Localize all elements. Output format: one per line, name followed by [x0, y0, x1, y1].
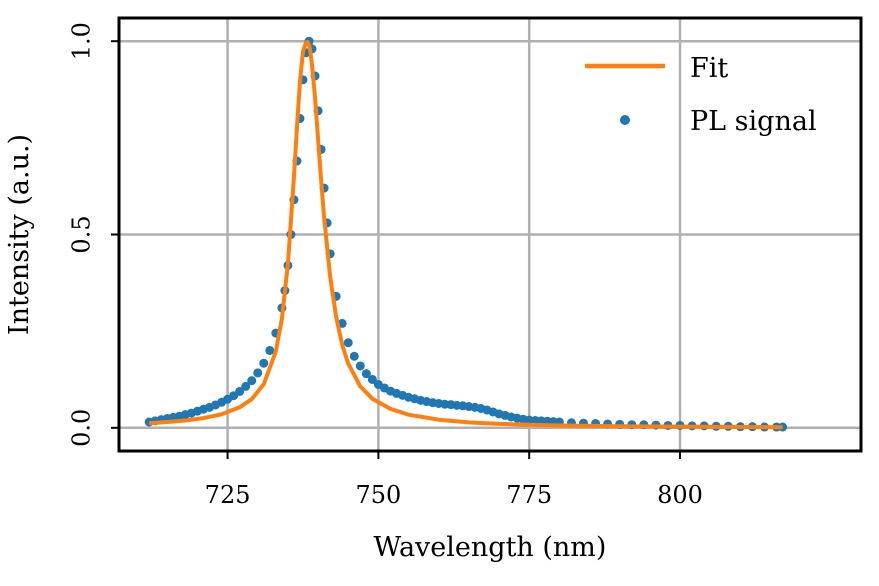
legend-fit-label: Fit — [690, 53, 728, 84]
x-tick-label: 750 — [355, 481, 401, 509]
pl-signal-point — [355, 361, 365, 371]
pl-signal-point — [265, 345, 275, 355]
ticks: 725 750 775 800 0.0 0.5 1.0 — [67, 22, 703, 509]
pl-signal-point — [235, 386, 245, 396]
pl-signal-point — [367, 374, 377, 384]
y-tick-label: 1.0 — [67, 22, 95, 60]
y-tick-label: 0.0 — [67, 409, 95, 447]
legend-pl-signal-marker — [620, 115, 630, 125]
x-axis-label: Wavelength (nm) — [374, 532, 607, 563]
y-axis-label: Intensity (a.u.) — [4, 134, 35, 335]
legend-pl-signal-label: PL signal — [690, 106, 817, 137]
grid — [119, 18, 861, 451]
pl-signal-point — [253, 368, 263, 378]
pl-signal-point — [259, 358, 269, 368]
x-tick-label: 775 — [506, 481, 552, 509]
pl-signal-point — [343, 338, 353, 348]
y-tick-label: 0.5 — [67, 215, 95, 253]
plot-area — [144, 36, 788, 432]
legend: Fit PL signal — [585, 53, 817, 137]
fit-line — [149, 40, 783, 430]
pl-signal-point — [241, 381, 251, 391]
pl-signal-point — [247, 376, 257, 386]
pl-signal-point — [361, 369, 371, 379]
x-tick-label: 800 — [657, 481, 703, 509]
x-tick-label: 725 — [205, 481, 251, 509]
pl-signal-point — [349, 351, 359, 361]
